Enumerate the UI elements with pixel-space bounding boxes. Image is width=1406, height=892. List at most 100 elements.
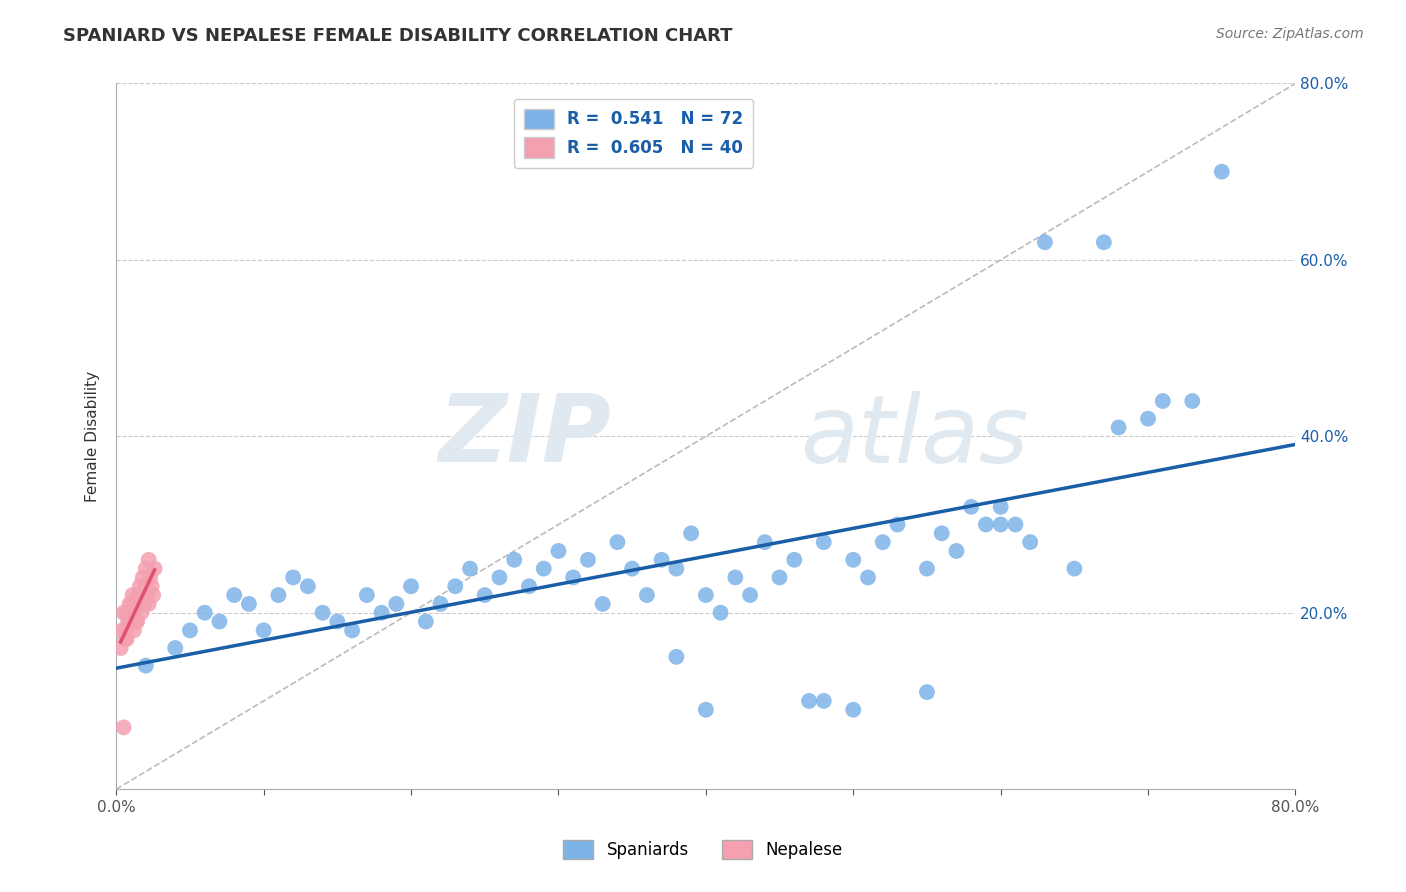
Point xyxy=(931,526,953,541)
Point xyxy=(990,517,1012,532)
Point xyxy=(179,624,201,638)
Point xyxy=(120,615,142,629)
Point xyxy=(665,561,688,575)
Point xyxy=(547,544,569,558)
Point xyxy=(915,685,938,699)
Point xyxy=(340,624,363,638)
Point xyxy=(127,588,149,602)
Point xyxy=(165,640,187,655)
Point xyxy=(128,597,150,611)
Point xyxy=(576,553,599,567)
Point xyxy=(517,579,540,593)
Point xyxy=(695,588,717,602)
Point xyxy=(754,535,776,549)
Point xyxy=(533,561,555,575)
Legend: R =  0.541   N = 72, R =  0.605   N = 40: R = 0.541 N = 72, R = 0.605 N = 40 xyxy=(513,99,754,168)
Point xyxy=(117,606,139,620)
Point xyxy=(114,624,136,638)
Point xyxy=(118,606,141,620)
Point xyxy=(297,579,319,593)
Point xyxy=(856,570,879,584)
Point xyxy=(842,703,865,717)
Point xyxy=(842,553,865,567)
Point xyxy=(990,500,1012,514)
Point xyxy=(621,561,644,575)
Point xyxy=(1108,420,1130,434)
Text: SPANIARD VS NEPALESE FEMALE DISABILITY CORRELATION CHART: SPANIARD VS NEPALESE FEMALE DISABILITY C… xyxy=(63,27,733,45)
Text: Source: ZipAtlas.com: Source: ZipAtlas.com xyxy=(1216,27,1364,41)
Point xyxy=(125,615,148,629)
Legend: Spaniards, Nepalese: Spaniards, Nepalese xyxy=(557,833,849,866)
Point xyxy=(681,526,703,541)
Point xyxy=(111,624,134,638)
Point xyxy=(886,517,908,532)
Point xyxy=(238,597,260,611)
Point xyxy=(1211,164,1233,178)
Point xyxy=(134,597,156,611)
Point xyxy=(115,632,138,647)
Point xyxy=(1152,394,1174,409)
Point xyxy=(1019,535,1042,549)
Point xyxy=(710,606,733,620)
Point xyxy=(135,658,157,673)
Point xyxy=(132,588,155,602)
Point xyxy=(974,517,997,532)
Point xyxy=(370,606,392,620)
Point xyxy=(1033,235,1056,250)
Point xyxy=(399,579,422,593)
Text: ZIP: ZIP xyxy=(439,391,612,483)
Point xyxy=(122,624,145,638)
Point xyxy=(488,570,510,584)
Point xyxy=(915,561,938,575)
Point xyxy=(768,570,790,584)
Point xyxy=(117,615,139,629)
Point xyxy=(444,579,467,593)
Point xyxy=(124,597,146,611)
Point xyxy=(114,632,136,647)
Point xyxy=(124,597,146,611)
Point xyxy=(562,570,585,584)
Point xyxy=(1137,411,1160,425)
Point xyxy=(112,720,135,734)
Point xyxy=(135,579,157,593)
Point xyxy=(724,570,747,584)
Point xyxy=(592,597,614,611)
Point xyxy=(1004,517,1026,532)
Point xyxy=(1092,235,1115,250)
Text: atlas: atlas xyxy=(800,391,1028,482)
Point xyxy=(267,588,290,602)
Point xyxy=(138,597,160,611)
Point xyxy=(385,597,408,611)
Point xyxy=(1181,394,1204,409)
Point xyxy=(738,588,761,602)
Point xyxy=(128,579,150,593)
Point xyxy=(356,588,378,602)
Point xyxy=(118,597,141,611)
Point xyxy=(208,615,231,629)
Point xyxy=(131,606,153,620)
Point xyxy=(131,588,153,602)
Point xyxy=(311,606,333,620)
Y-axis label: Female Disability: Female Disability xyxy=(86,371,100,502)
Point xyxy=(141,579,163,593)
Point xyxy=(945,544,967,558)
Point xyxy=(138,553,160,567)
Point xyxy=(132,570,155,584)
Point xyxy=(503,553,526,567)
Point xyxy=(125,615,148,629)
Point xyxy=(253,624,276,638)
Point xyxy=(115,606,138,620)
Point xyxy=(651,553,673,567)
Point xyxy=(872,535,894,549)
Point xyxy=(122,606,145,620)
Point xyxy=(695,703,717,717)
Point xyxy=(813,535,835,549)
Point xyxy=(112,606,135,620)
Point xyxy=(458,561,481,575)
Point xyxy=(224,588,246,602)
Point xyxy=(606,535,628,549)
Point xyxy=(636,588,658,602)
Point xyxy=(813,694,835,708)
Point xyxy=(121,588,143,602)
Point xyxy=(143,561,166,575)
